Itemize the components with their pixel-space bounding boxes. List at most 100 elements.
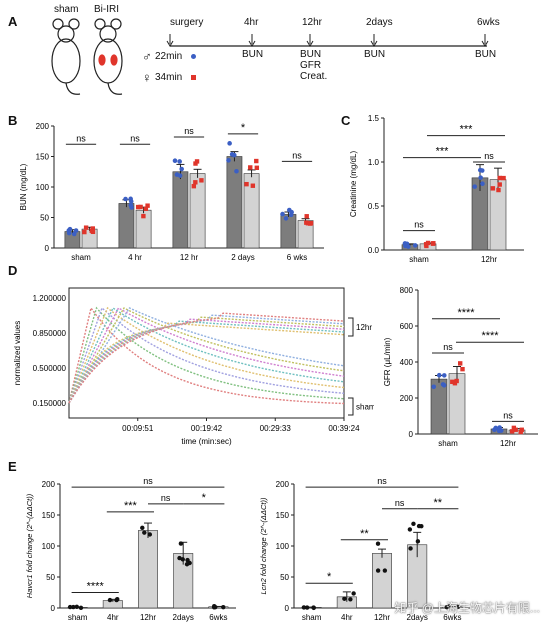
x-tick-label: 2days (173, 613, 194, 622)
timeline-measure-label: Creat. (300, 71, 327, 82)
panel-a-mice: sham Bi-IRI (44, 4, 144, 104)
data-point (437, 373, 442, 378)
data-point (472, 184, 477, 189)
x-tick-label: 12hr (140, 613, 156, 622)
significance-label: ns (503, 410, 513, 420)
x-tick-label: 4hr (341, 613, 353, 622)
data-point (424, 242, 428, 246)
x-tick-label: sham (302, 613, 322, 622)
y-tick-label: 150 (42, 511, 56, 520)
data-point (173, 158, 178, 163)
annotation-bracket (348, 318, 353, 336)
data-point (306, 221, 310, 225)
gfr-bar-chart: 0200400600800GFR (μL/min)sham 12hrnsns***… (380, 280, 550, 455)
annotation-bracket (348, 398, 353, 415)
x-tick-label: sham (409, 255, 429, 264)
data-point (75, 605, 79, 609)
y-axis-label: Havcr1 fold change (2^-(ΔΔCt)) (25, 493, 34, 598)
data-point (66, 228, 71, 233)
data-point (287, 208, 292, 213)
female-square-icon (191, 75, 196, 80)
x-tick-label: 6 wks (287, 253, 307, 262)
data-point (406, 244, 411, 249)
data-point (248, 165, 252, 169)
data-point (244, 182, 248, 186)
y-tick-label: 150 (276, 511, 290, 520)
data-point (376, 568, 380, 572)
significance-label: ns (130, 133, 140, 143)
data-point (411, 522, 415, 526)
y-tick-label: 0.5 (368, 202, 380, 211)
data-point (342, 597, 346, 601)
bar (173, 172, 188, 248)
data-point (179, 167, 184, 172)
significance-label: ns (443, 342, 453, 352)
data-point (129, 199, 134, 204)
y-tick-label: 800 (400, 286, 414, 295)
annotation-label: 12hr (356, 323, 372, 332)
iri-mouse-icon (94, 19, 122, 94)
y-tick-label: 0 (285, 604, 290, 613)
data-point (289, 213, 294, 218)
data-point (227, 141, 232, 146)
sham-trace-series (69, 308, 344, 403)
timeline-measure-label: BUN (300, 49, 321, 60)
x-tick-label: 12hr (500, 439, 516, 448)
timeline-measure-label: BUN (242, 49, 263, 60)
sham-trace-series (69, 308, 344, 403)
x-tick-label: 2 days (231, 253, 255, 262)
data-point (185, 562, 189, 566)
data-point (251, 184, 255, 188)
significance-label: ns (184, 126, 194, 136)
data-point (499, 428, 504, 433)
data-point (254, 159, 258, 163)
y-tick-label: 100 (276, 542, 290, 551)
significance-label: ns (143, 476, 153, 486)
y-tick-label: 150 (36, 153, 50, 162)
y-axis-label: GFR (μL/min) (383, 337, 392, 386)
data-point (454, 379, 458, 383)
x-tick-label: 4 hr (128, 253, 142, 262)
y-tick-label: 100 (42, 542, 56, 551)
bun-bar-chart: 050100150200BUN (mg/dL)sham 4 hr 12 hr 2 da… (14, 118, 334, 273)
bar (372, 553, 391, 608)
x-tick-label: 4hr (107, 613, 119, 622)
data-point (442, 373, 447, 378)
data-point (226, 158, 231, 163)
x-tick-label: 12hr (374, 613, 390, 622)
significance-label: ns (414, 220, 424, 230)
iri-trace-series (69, 315, 344, 403)
data-point (417, 524, 421, 528)
y-axis-label: normalized values (14, 321, 22, 385)
data-point (142, 530, 146, 534)
data-point (212, 604, 216, 608)
iri-mouse-label: Bi-IRI (94, 4, 119, 15)
creatinine-bar-chart: 0.0 0.5 1.0 1.5 Creatinine (mg/dL) sham 12hr ns… (346, 92, 546, 272)
male-duration-label: 22min (155, 51, 182, 62)
data-point (179, 541, 183, 545)
timeline-label: 2days (366, 17, 393, 28)
bar (138, 531, 157, 609)
data-point (498, 182, 502, 186)
y-tick-label: 0.850000 (33, 329, 67, 338)
y-tick-label: 100 (36, 183, 50, 192)
data-point (68, 605, 72, 609)
data-point (501, 176, 505, 180)
data-point (192, 184, 196, 188)
bar (281, 214, 296, 248)
data-point (480, 168, 485, 173)
significance-label: ns (484, 151, 494, 161)
data-point (74, 228, 79, 233)
gfr-trace-chart: 1.200000 0.850000 0.500000 0.150000 normaliz… (14, 280, 374, 455)
significance-label: **** (457, 307, 475, 319)
timeline-label: surgery (170, 17, 203, 28)
watermark-text: 知乎 @上海生物芯片有限... (394, 599, 540, 616)
data-point (145, 203, 149, 207)
timeline-label: 12hr (302, 17, 322, 28)
data-point (403, 241, 408, 246)
sham-trace-series (69, 308, 344, 403)
data-point (115, 597, 119, 601)
x-tick-label: 00:29:33 (260, 424, 292, 433)
data-point (480, 181, 485, 186)
sham-trace-series (69, 308, 344, 403)
